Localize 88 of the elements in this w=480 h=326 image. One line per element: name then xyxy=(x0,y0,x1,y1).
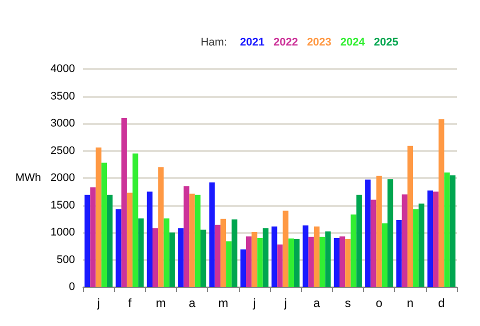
bar xyxy=(340,236,346,287)
x-tick-label: n xyxy=(406,296,414,310)
bar xyxy=(107,194,113,287)
x-tick-label: j xyxy=(252,296,256,310)
bar xyxy=(396,220,402,287)
bar xyxy=(370,200,376,287)
y-tick-label: 2000 xyxy=(50,172,75,184)
bar xyxy=(169,232,175,287)
x-tick-label: m xyxy=(156,296,166,310)
bar xyxy=(226,241,232,287)
y-tick-label: 3000 xyxy=(50,118,75,130)
x-tick-label: j xyxy=(283,296,287,310)
bar xyxy=(164,218,170,287)
bar xyxy=(438,119,444,287)
bar xyxy=(356,194,362,287)
x-tick-label: s xyxy=(344,296,351,310)
bar xyxy=(450,175,456,287)
bar xyxy=(407,146,414,287)
bar xyxy=(277,244,283,287)
x-tick-label: j xyxy=(96,296,100,310)
bar xyxy=(350,214,356,287)
x-tick-label: a xyxy=(313,296,320,310)
bar xyxy=(376,176,382,287)
y-tick-label: 4000 xyxy=(50,63,75,75)
bar xyxy=(178,228,184,287)
bar xyxy=(209,182,215,287)
bar xyxy=(418,204,424,287)
bar xyxy=(272,226,278,287)
text: 2023 xyxy=(306,36,332,48)
bar xyxy=(101,162,107,287)
y-tick-label: 3500 xyxy=(50,90,75,102)
bar xyxy=(413,209,419,287)
x-tick-label: f xyxy=(128,296,132,310)
bar xyxy=(194,194,200,287)
bar xyxy=(189,194,195,287)
bar xyxy=(116,209,122,287)
bar xyxy=(214,224,220,287)
bar xyxy=(444,172,450,287)
bar xyxy=(257,238,263,287)
bar xyxy=(200,230,206,287)
bar xyxy=(132,153,138,287)
legend-title: Ham: xyxy=(200,36,227,48)
text: 2021 xyxy=(240,36,264,48)
bar xyxy=(121,118,127,287)
y-tick-label: 500 xyxy=(56,254,75,266)
bar xyxy=(345,239,351,287)
text: 2022 xyxy=(273,36,298,48)
bar xyxy=(240,249,246,287)
bar xyxy=(146,192,152,287)
bar xyxy=(282,210,288,287)
bar xyxy=(158,167,164,287)
bar xyxy=(402,194,408,287)
y-tick-label: 1000 xyxy=(50,226,75,238)
bar xyxy=(294,239,300,287)
bar xyxy=(365,180,371,287)
bar xyxy=(220,218,226,287)
bar xyxy=(288,238,294,287)
bar xyxy=(90,187,96,287)
bar xyxy=(388,179,394,287)
y-tick-label: 0 xyxy=(68,281,75,293)
bar xyxy=(126,192,133,287)
bar xyxy=(246,236,252,287)
bar xyxy=(152,228,158,287)
bar xyxy=(433,192,439,287)
bar xyxy=(232,219,238,287)
x-tick-label: a xyxy=(188,296,196,310)
y-axis-title: MWh xyxy=(15,172,41,184)
x-tick-label: o xyxy=(376,296,383,310)
bar xyxy=(84,194,90,287)
y-tick-label: 2500 xyxy=(50,144,75,157)
bar xyxy=(314,226,320,287)
text: 2025 xyxy=(374,36,398,48)
bar xyxy=(308,236,314,287)
text: 2024 xyxy=(340,36,366,48)
bar xyxy=(302,225,308,287)
bar xyxy=(320,236,326,287)
bar xyxy=(138,218,144,287)
x-tick-label: d xyxy=(438,296,445,310)
bar xyxy=(427,190,433,287)
bar xyxy=(96,147,102,287)
x-tick-label: m xyxy=(218,296,228,310)
bar xyxy=(262,228,268,287)
bar xyxy=(334,238,340,287)
bar xyxy=(325,231,331,287)
bar xyxy=(184,186,190,287)
y-tick-label: 1500 xyxy=(50,199,75,212)
bar xyxy=(382,223,388,287)
bar xyxy=(252,232,258,287)
